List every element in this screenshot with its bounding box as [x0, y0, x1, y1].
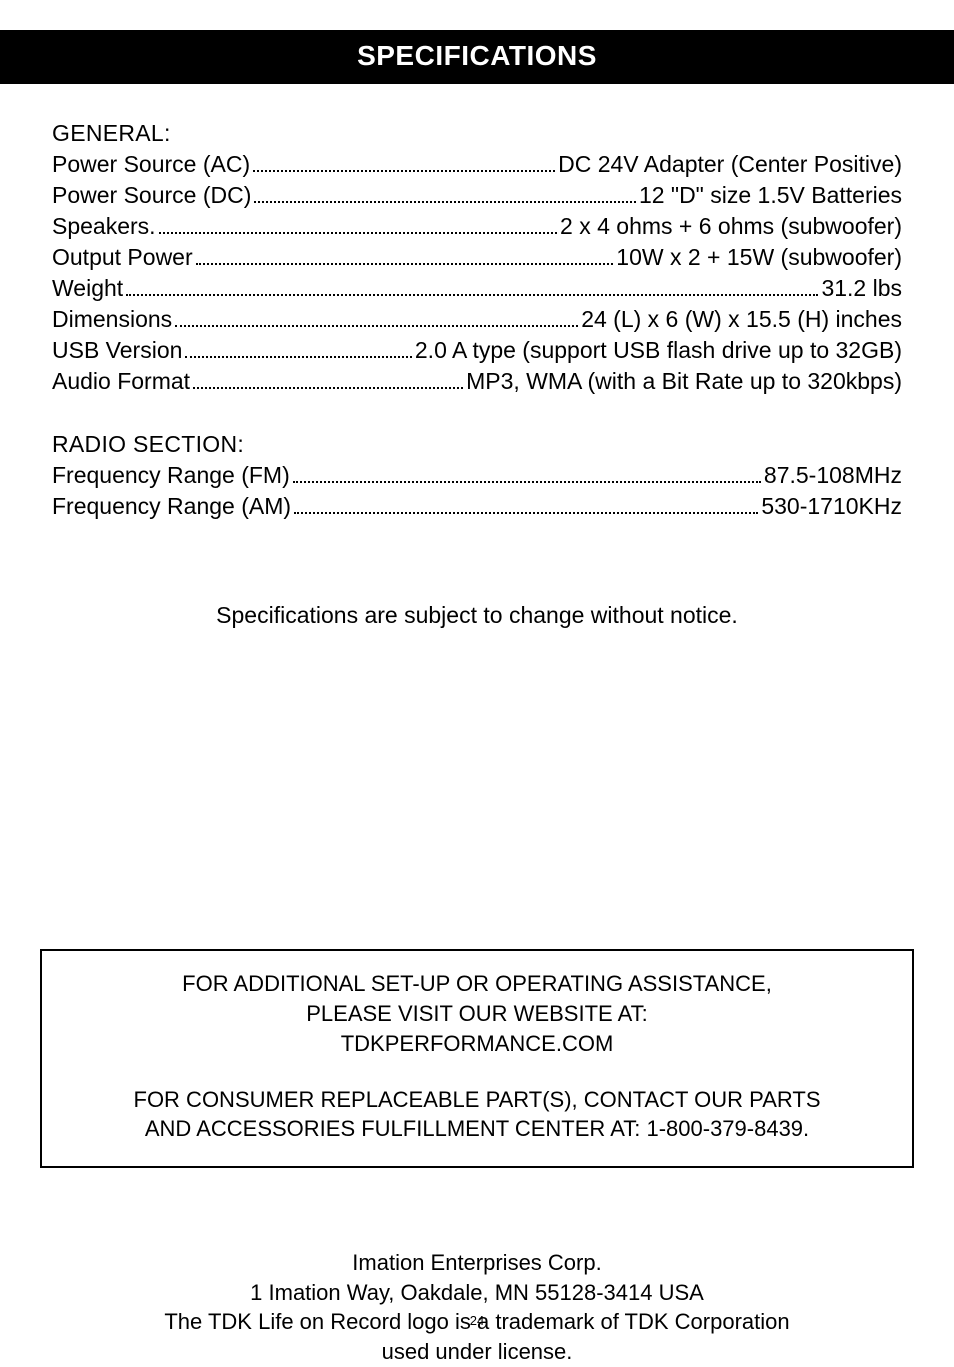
- spec-value: 87.5-108MHz: [764, 460, 902, 491]
- spec-value: 2.0 A type (support USB flash drive up t…: [415, 335, 902, 366]
- leader-dots: [159, 213, 557, 234]
- leader-dots: [193, 369, 463, 390]
- leader-dots: [196, 244, 614, 265]
- spec-value: 530-1710KHz: [761, 491, 902, 522]
- leader-dots: [254, 182, 636, 203]
- spec-value: 12 "D" size 1.5V Batteries: [639, 180, 902, 211]
- spec-label: Speakers.: [52, 211, 156, 242]
- page-header: SPECIFICATIONS: [0, 30, 954, 84]
- leader-dots: [253, 151, 555, 172]
- spec-row: Output Power 10W x 2 + 15W (subwoofer): [52, 242, 902, 273]
- spec-label: Audio Format: [52, 366, 190, 397]
- spec-row: Power Source (DC) 12 "D" size 1.5V Batte…: [52, 180, 902, 211]
- footer-line: used under license.: [0, 1337, 954, 1367]
- spec-value: 31.2 lbs: [821, 273, 902, 304]
- spec-value: 10W x 2 + 15W (subwoofer): [616, 242, 902, 273]
- spec-row: Dimensions 24 (L) x 6 (W) x 15.5 (H) inc…: [52, 304, 902, 335]
- footer-block: Imation Enterprises Corp. 1 Imation Way,…: [0, 1248, 954, 1367]
- assist-line: PLEASE VISIT OUR WEBSITE AT:: [72, 999, 882, 1029]
- leader-dots: [175, 307, 578, 328]
- content-area: GENERAL: Power Source (AC) DC 24V Adapte…: [0, 84, 954, 629]
- spec-label: Dimensions: [52, 304, 172, 335]
- assist-line: TDKPERFORMANCE.COM: [72, 1029, 882, 1059]
- leader-dots: [185, 338, 411, 359]
- spec-label: Weight: [52, 273, 123, 304]
- spec-label: USB Version: [52, 335, 182, 366]
- footer-line: Imation Enterprises Corp.: [0, 1248, 954, 1278]
- spec-label: Frequency Range (AM): [52, 491, 291, 522]
- page-number: 24: [0, 1313, 954, 1328]
- header-title: SPECIFICATIONS: [357, 40, 597, 71]
- spec-label: Output Power: [52, 242, 193, 273]
- spec-label: Power Source (AC): [52, 149, 250, 180]
- radio-section-title: RADIO SECTION:: [52, 431, 902, 458]
- spec-value: DC 24V Adapter (Center Positive): [558, 149, 902, 180]
- spec-value: 2 x 4 ohms + 6 ohms (subwoofer): [560, 211, 902, 242]
- assist-line: AND ACCESSORIES FULFILLMENT CENTER AT: 1…: [72, 1114, 882, 1144]
- general-section-title: GENERAL:: [52, 120, 902, 147]
- footer-line: 1 Imation Way, Oakdale, MN 55128-3414 US…: [0, 1278, 954, 1308]
- assist-line: FOR ADDITIONAL SET-UP OR OPERATING ASSIS…: [72, 969, 882, 999]
- spec-row: Power Source (AC) DC 24V Adapter (Center…: [52, 149, 902, 180]
- spec-row: Weight 31.2 lbs: [52, 273, 902, 304]
- spec-row: Frequency Range (AM) 530-1710KHz: [52, 491, 902, 522]
- leader-dots: [293, 463, 761, 484]
- spec-row: Speakers. 2 x 4 ohms + 6 ohms (subwoofer…: [52, 211, 902, 242]
- spec-row: Audio Format MP3, WMA (with a Bit Rate u…: [52, 366, 902, 397]
- spec-value: MP3, WMA (with a Bit Rate up to 320kbps): [466, 366, 902, 397]
- spec-label: Power Source (DC): [52, 180, 251, 211]
- leader-dots: [294, 494, 758, 515]
- spec-row: USB Version 2.0 A type (support USB flas…: [52, 335, 902, 366]
- assist-line: FOR CONSUMER REPLACEABLE PART(S), CONTAC…: [72, 1085, 882, 1115]
- spec-label: Frequency Range (FM): [52, 460, 290, 491]
- assistance-box: FOR ADDITIONAL SET-UP OR OPERATING ASSIS…: [40, 949, 914, 1167]
- spec-row: Frequency Range (FM) 87.5-108MHz: [52, 460, 902, 491]
- leader-dots: [126, 276, 818, 297]
- spec-value: 24 (L) x 6 (W) x 15.5 (H) inches: [581, 304, 902, 335]
- notice-text: Specifications are subject to change wit…: [52, 602, 902, 629]
